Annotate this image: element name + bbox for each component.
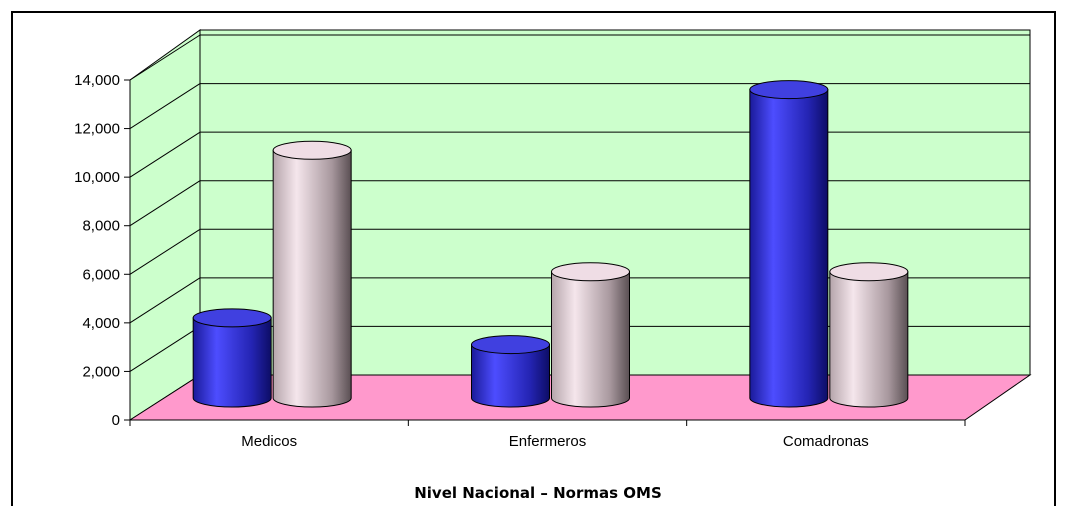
bar-enfermeros-series-2 <box>551 262 630 408</box>
bar-comadronas-series-1 <box>749 80 829 408</box>
bars <box>192 80 909 408</box>
y-tick-label: 10,000 <box>74 169 120 186</box>
category-label: Comadronas <box>783 433 869 450</box>
chart-frame <box>11 11 1056 506</box>
y-tick-label: 14,000 <box>74 72 120 89</box>
gridline-side <box>129 326 201 372</box>
side-wall <box>129 29 201 421</box>
bar-medicos-series-1 <box>192 308 272 408</box>
y-tick-label: 12,000 <box>74 121 120 138</box>
bar-enfermeros-series-1 <box>471 335 550 408</box>
gridline-side <box>129 180 201 227</box>
y-tick-label: 4,000 <box>82 315 120 332</box>
gridline-side <box>129 83 201 129</box>
gridline-side <box>129 228 201 275</box>
gridline-side <box>129 34 201 81</box>
gridline-side <box>129 131 201 178</box>
y-tick-label: 8,000 <box>82 218 120 235</box>
bar-comadronas-series-2 <box>829 262 909 408</box>
y-axis-ticks: 0 2,000 4,000 6,000 8,000 10,000 12,000 14,000 <box>74 72 130 429</box>
y-tick-label: 0 <box>112 412 120 429</box>
y-tick-label: 2,000 <box>82 363 120 380</box>
y-tick-label: 6,000 <box>82 266 120 283</box>
category-label: Medicos <box>241 433 297 450</box>
x-axis-ticks <box>129 420 966 426</box>
bar-medicos-series-2 <box>272 140 352 408</box>
category-labels: Medicos Enfermeros Comadronas <box>241 433 869 450</box>
chart-caption: Nivel Nacional – Normas OMS <box>414 484 662 502</box>
gridline-side <box>129 277 201 324</box>
category-label: Enfermeros <box>509 433 587 450</box>
